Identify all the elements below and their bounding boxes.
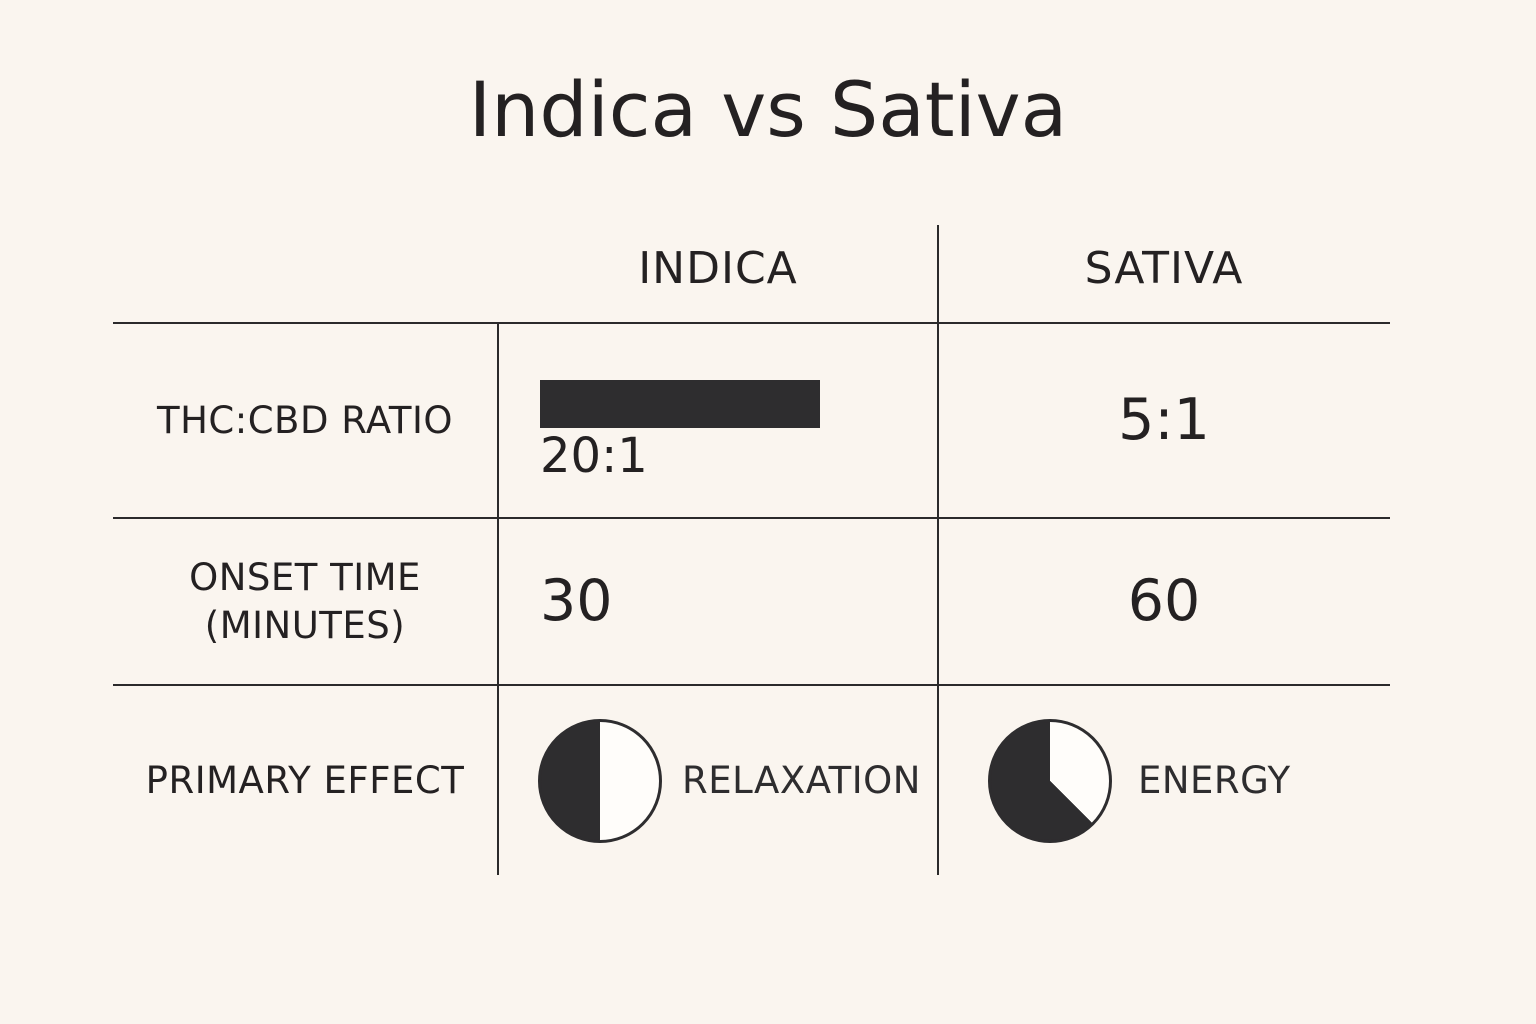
label-column-divider [497,322,499,875]
sativa-thc-ratio-cell: 5:1 [938,324,1390,517]
sativa-onset-cell: 60 [938,519,1390,684]
page-title: Indica vs Sativa [468,65,1068,154]
sativa-effect-pie-icon [988,718,1112,843]
indica-sativa-column-divider [937,225,939,875]
indica-onset-cell: 30 [540,519,613,684]
indica-onset-value: 30 [540,568,613,634]
row-label-text: ONSET TIME (MINUTES) [189,556,421,647]
row-divider-3 [113,684,1390,686]
indica-effect-pie-icon [538,718,662,843]
header-row-divider [113,322,1390,324]
row-divider-2 [113,517,1390,519]
sativa-effect-label: ENERGY [1138,759,1291,802]
column-header-sativa: SATIVA [1084,242,1244,294]
sativa-thc-ratio-value: 5:1 [1118,387,1210,453]
sativa-onset-value: 60 [1127,568,1201,634]
row-label-primary-effect: PRIMARY EFFECT [113,686,497,875]
row-label-thc-cbd-ratio: THC:CBD RATIO [113,324,497,517]
indica-thc-ratio-bar [540,380,820,428]
row-label-onset-time: ONSET TIME (MINUTES) [113,519,497,684]
indica-effect-cell: RELAXATION [538,686,921,875]
indica-effect-label: RELAXATION [682,759,921,802]
sativa-effect-cell: ENERGY [988,686,1291,875]
column-header-indica: INDICA [638,242,798,294]
row-label-text: THC:CBD RATIO [157,398,453,442]
indica-thc-ratio-value: 20:1 [540,428,648,484]
row-label-text: PRIMARY EFFECT [145,758,465,802]
